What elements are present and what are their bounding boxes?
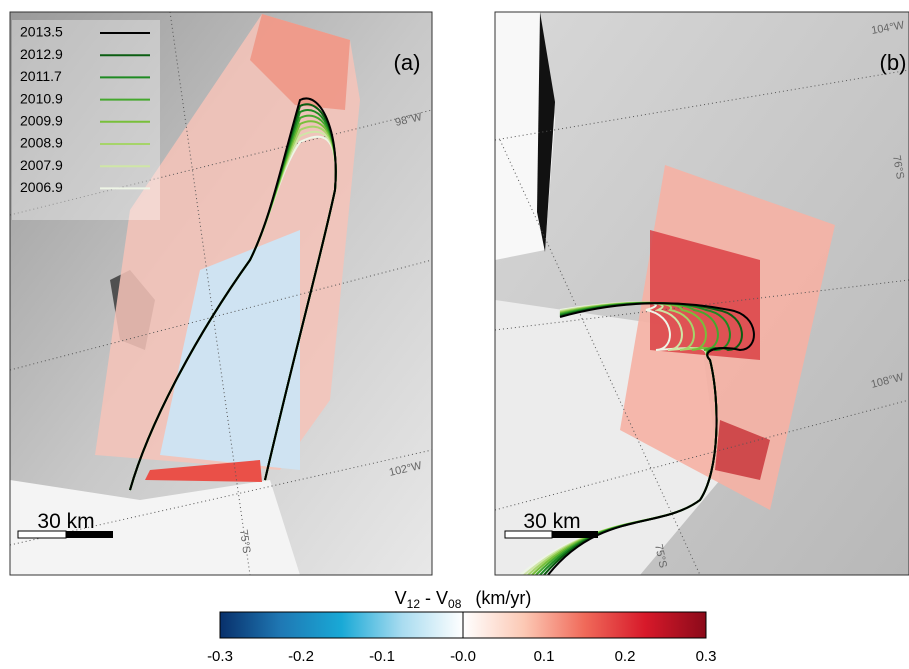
graticule-label: 104°W (870, 19, 905, 37)
scale-bar (17, 530, 67, 539)
colorbar-tick-label: -0.2 (288, 648, 314, 664)
colorbar-ticks: -0.3 -0.2 -0.1 -0.0 0.1 0.2 0.3 (207, 612, 717, 665)
panel-a-outlines (129, 97, 337, 491)
colorbar-tick-label: 0.3 (696, 648, 717, 664)
panel-a-frame (9, 11, 433, 576)
colorbar-tick-label: 0.2 (615, 648, 636, 664)
front-outline (129, 97, 337, 491)
colorbar-tick-label: 0.1 (534, 648, 555, 664)
panel-label: (b) (880, 50, 907, 75)
panel-a-map (10, 12, 432, 575)
scale-bar-label: 30 km (523, 510, 580, 533)
legend-box (12, 20, 160, 220)
legend-label: 2007.9 (20, 157, 63, 173)
panel-b-frame (494, 11, 909, 576)
scale-bar (552, 531, 598, 538)
panel-label: (a) (394, 50, 421, 75)
colorbar-tick-label: -0.3 (207, 648, 233, 664)
graticule-label: 75°S (652, 543, 669, 569)
colorbar-title: V12 - V08 (km/yr) (395, 588, 532, 611)
scale-bar (504, 530, 553, 539)
legend-label: 2010.9 (20, 90, 63, 106)
colorbar-tick-label: -0.1 (369, 648, 395, 664)
scale-bar (66, 531, 113, 538)
scale-bar-label: 30 km (37, 510, 94, 533)
front-outline (547, 302, 755, 575)
legend-label: 2011.7 (20, 68, 62, 84)
panel-b-map (495, 12, 909, 575)
legend-label: 2009.9 (20, 113, 63, 129)
legend-label: 2012.9 (20, 46, 63, 62)
colorbar-tick-label: -0.0 (450, 648, 476, 664)
legend: 2013.5 2012.9 2011.7 2010.9 2009.9 2008.9 2007… (12, 20, 160, 220)
legend-label: 2013.5 (20, 24, 63, 40)
legend-label: 2008.9 (20, 135, 63, 151)
graticule-label: 76°S (890, 154, 906, 180)
graticule-label: 75°S (237, 529, 252, 554)
legend-label: 2006.9 (20, 179, 63, 195)
panel-b-outlines (519, 301, 755, 575)
